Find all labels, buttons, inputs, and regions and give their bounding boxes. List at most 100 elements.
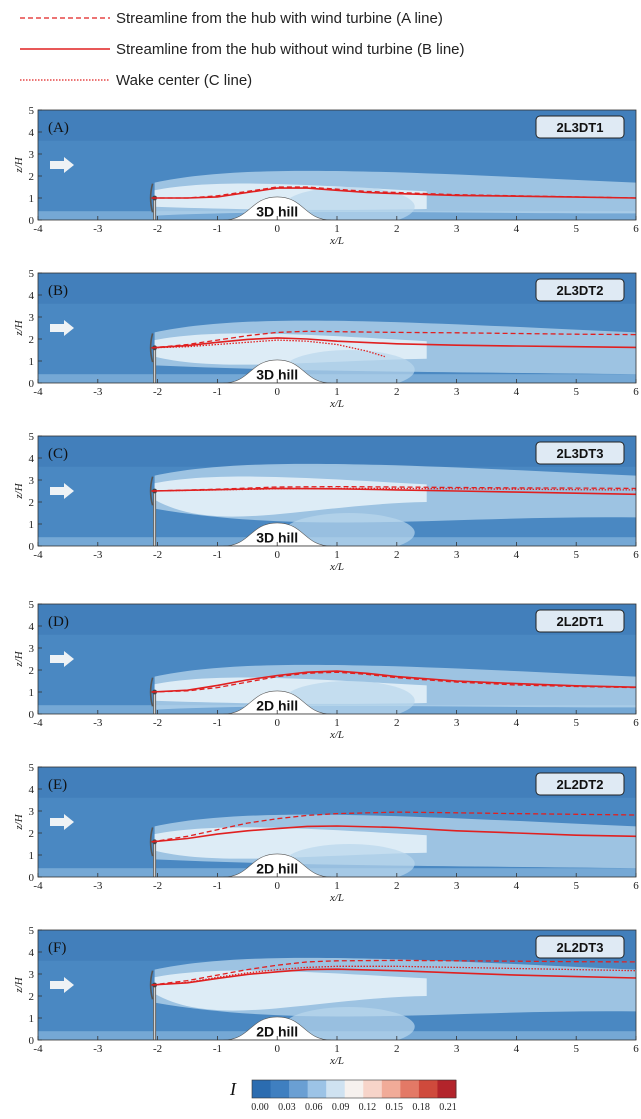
case-label: 2L2DT1 [557,614,604,629]
streamline-a-line [151,811,636,843]
streamline-b-line [151,487,636,496]
x-tick-label: 0 [274,223,280,235]
y-tick-label: 1 [29,193,35,205]
x-tick-label: 5 [573,1043,579,1055]
y-tick-label: 5 [29,431,35,443]
y-tick-label: 5 [29,599,35,611]
y-tick-label: 5 [29,268,35,280]
hill-label: 2D hill [256,861,298,877]
x-tick-label: 0 [274,386,280,398]
x-tick-label: 6 [633,549,639,561]
x-tick-label: -1 [213,1043,222,1055]
case-label: 2L2DT2 [557,777,604,792]
hill-shape [223,690,332,714]
x-tick-label: -2 [153,386,162,398]
streamline-b-line [151,337,636,349]
y-tick-label: 5 [29,105,35,117]
y-tick-label: 0 [29,709,35,721]
y-tick-label: 3 [29,475,35,487]
y-tick-label: 1 [29,850,35,862]
case-label-box [535,115,625,139]
case-label: 2L2DT3 [557,940,604,955]
hill-shape [223,853,332,877]
turbine-rotor [149,333,154,363]
x-tick-label: 5 [573,880,579,892]
x-tick-label: 3 [454,223,460,235]
lee-region [283,513,415,546]
y-tick-label: 2 [29,665,35,677]
x-tick-label: 0 [274,717,280,729]
hill-shape [223,359,332,383]
x-axis-label: x/L [329,892,344,904]
x-tick-label: -1 [213,223,222,235]
y-tick-label: 4 [29,784,35,796]
turbulence-field [38,436,636,546]
colorbar-title: I [229,1079,237,1099]
x-tick-label: -2 [153,549,162,561]
colorbar-swatch [437,1080,457,1098]
x-tick-label: 4 [514,386,520,398]
colorbar-tick-label: 0.09 [332,1102,350,1113]
hill-label: 3D hill [256,367,298,383]
lee-region [283,187,415,220]
turbine-rotor [149,183,154,213]
colorbar-swatch [381,1080,401,1098]
x-axis-label: x/L [329,729,344,741]
legend-label: Wake center (C line) [116,72,252,89]
x-tick-label: 1 [334,717,340,729]
x-tick-label: -2 [153,1043,162,1055]
x-tick-label: 0 [274,1043,280,1055]
x-tick-label: 4 [514,549,520,561]
colorbar-swatch [363,1080,383,1098]
y-tick-label: 4 [29,453,35,465]
lee-region [283,1007,415,1040]
x-tick-label: -3 [93,880,103,892]
chart-panel: (E) 2L2DT2 2D hill 0 1 2 3 4 5 -4 -3 -2 -1 0 1 2 3 4 5 6 x/L… [13,762,639,904]
panel-letter: (F) [48,940,66,956]
streamline-b-line [151,670,636,693]
x-tick-label: 1 [334,1043,340,1055]
x-tick-label: 5 [573,223,579,235]
chart-panel: (B) 2L3DT2 3D hill 0 1 2 3 4 5 -4 -3 -2 -1 0 1 2 3 4 5 6 x/L… [13,268,639,410]
x-axis-label: x/L [329,561,344,573]
x-tick-label: 5 [573,549,579,561]
x-axis-label: x/L [329,398,344,410]
lee-region [283,350,415,383]
case-label: 2L3DT1 [557,120,604,135]
y-tick-label: 5 [29,762,35,774]
y-tick-label: 1 [29,519,35,531]
x-tick-label: -4 [33,717,43,729]
hill-label: 3D hill [256,530,298,546]
streamline-c-line [151,965,636,986]
y-tick-label: 1 [29,1013,35,1025]
colorbar-tick-label: 0.21 [439,1102,457,1113]
streamline-c-line [151,339,385,358]
x-tick-label: -1 [213,549,222,561]
colorbar-swatch [418,1080,438,1098]
colorbar-swatch [307,1080,327,1098]
x-tick-label: -4 [33,1043,43,1055]
x-tick-label: 1 [334,880,340,892]
x-tick-label: -3 [93,386,103,398]
streamline-b-line [151,187,636,199]
case-label-box [535,772,625,796]
x-tick-label: 4 [514,1043,520,1055]
x-tick-label: -3 [93,223,103,235]
case-label-box [535,609,625,633]
inflow-arrow-icon [50,977,74,993]
inflow-arrow-icon [50,157,74,173]
x-tick-label: 2 [394,880,400,892]
legend-label: Streamline from the hub without wind tur… [116,41,465,58]
x-tick-label: 1 [334,549,340,561]
lee-region [283,681,415,714]
x-tick-label: 5 [573,386,579,398]
colorbar-tick-label: 0.18 [412,1102,430,1113]
colorbar-frame [251,1079,457,1099]
x-tick-label: -2 [153,880,162,892]
x-tick-label: 4 [514,717,520,729]
x-tick-label: 2 [394,1043,400,1055]
case-label: 2L3DT3 [557,446,604,461]
colorbar-swatch [344,1080,364,1098]
panel-letter: (A) [48,120,69,136]
